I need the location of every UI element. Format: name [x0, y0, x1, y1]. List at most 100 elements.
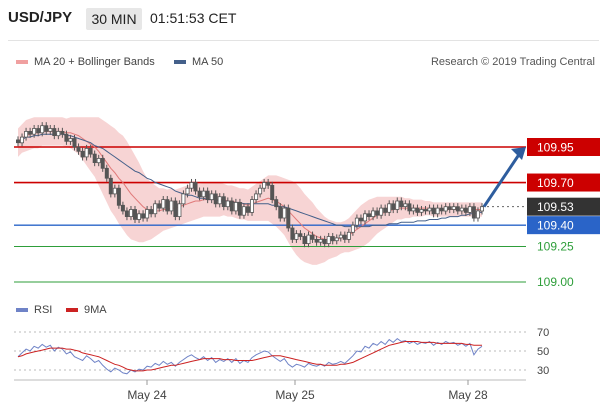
legend-9ma-label: 9MA	[84, 304, 107, 316]
candle-body	[258, 187, 263, 195]
x-tick-label: May 25	[275, 388, 315, 402]
candle-body	[56, 130, 61, 137]
candle-body	[391, 203, 396, 210]
candle-body	[28, 130, 33, 135]
candle-body	[419, 209, 424, 213]
legend-ma50-label: MA 50	[192, 56, 224, 68]
candle-body	[403, 203, 408, 208]
legend-rsi: RSI	[16, 304, 52, 316]
candle-body	[32, 128, 37, 135]
candle-body	[149, 209, 154, 215]
level-tag-bg-109.40	[527, 216, 600, 235]
candle-body	[209, 193, 214, 200]
candle-body	[177, 203, 182, 218]
rsi-tick-50: 50	[537, 346, 549, 358]
candle-body	[415, 207, 420, 213]
candle-body	[24, 130, 29, 138]
candle-body	[455, 206, 460, 212]
candle-body	[229, 200, 234, 212]
candle-body	[371, 210, 376, 217]
candle-body	[286, 207, 291, 229]
candle-body	[141, 213, 146, 219]
candles-group	[15, 122, 484, 248]
candle-body	[76, 146, 81, 152]
candle-body	[306, 234, 311, 245]
candle-body	[169, 200, 174, 212]
candle-body	[181, 193, 186, 205]
level-tag-bg-109.70	[527, 173, 600, 192]
candle-body	[366, 213, 371, 218]
candle-body	[165, 199, 170, 212]
pair-title: USD/JPY	[8, 9, 73, 26]
candle-body	[282, 207, 287, 219]
candle-body	[399, 200, 404, 208]
candle-body	[205, 190, 210, 201]
candle-body	[423, 209, 428, 212]
bollinger-band	[18, 117, 482, 265]
candle-body	[120, 204, 125, 212]
candle-body	[241, 206, 246, 216]
header-divider	[8, 40, 599, 41]
candle-body	[350, 224, 355, 233]
candle-body	[338, 234, 343, 239]
candle-body	[435, 207, 440, 215]
candle-body	[108, 177, 113, 195]
candle-body	[72, 138, 77, 148]
candle-body	[387, 203, 392, 213]
candle-body	[427, 207, 432, 212]
legend-ma20-label: MA 20 + Bollinger Bands	[34, 56, 155, 68]
legend-rsi-label: RSI	[34, 304, 53, 316]
candle-body	[100, 157, 105, 169]
candle-body	[475, 210, 480, 219]
candle-body	[318, 238, 323, 243]
rsi-swatch	[16, 308, 28, 312]
level-tag-109.53: 109.53	[537, 200, 574, 214]
candle-body	[92, 153, 97, 164]
candle-body	[330, 236, 335, 242]
candle-body	[298, 233, 303, 237]
candle-body	[334, 237, 339, 242]
timeframe-badge[interactable]: 30 MIN	[86, 8, 142, 30]
candle-body	[278, 206, 283, 219]
rsi-tick-70: 70	[537, 327, 549, 339]
candle-body	[48, 128, 53, 132]
candle-body	[52, 128, 57, 136]
candle-body	[40, 125, 45, 134]
projection-arrow-shaft	[482, 152, 522, 208]
candle-body	[197, 190, 202, 198]
candle-body	[80, 150, 85, 158]
candle-body	[362, 213, 367, 222]
candle-body	[217, 196, 222, 205]
candle-body	[326, 236, 331, 244]
candle-body	[64, 133, 69, 142]
candle-body	[463, 207, 468, 213]
candle-body	[161, 199, 166, 209]
candle-body	[274, 199, 279, 208]
candle-body	[15, 139, 20, 144]
candle-body	[290, 227, 295, 240]
candle-body	[233, 201, 238, 212]
candle-body	[60, 130, 65, 135]
ma50-swatch	[174, 60, 186, 64]
candle-body	[302, 236, 307, 244]
candle-body	[467, 206, 472, 213]
candle-body	[157, 203, 162, 209]
level-tag-109.00: 109.00	[537, 275, 574, 289]
candle-body	[128, 209, 133, 217]
candle-body	[213, 193, 218, 205]
timestamp: 01:51:53 CET	[150, 10, 237, 26]
candle-body	[322, 238, 327, 245]
candle-body	[44, 125, 49, 132]
candle-body	[407, 203, 412, 212]
candle-body	[221, 196, 226, 207]
ninema-swatch	[66, 308, 78, 312]
candle-body	[193, 182, 198, 192]
candle-body	[201, 190, 206, 198]
level-tag-109.25: 109.25	[537, 239, 574, 253]
candle-body	[471, 206, 476, 219]
projection-arrow-head	[511, 147, 526, 160]
candle-body	[237, 201, 242, 216]
candle-body	[479, 206, 484, 212]
level-tag-109.40: 109.40	[537, 219, 574, 233]
candle-body	[266, 182, 271, 186]
